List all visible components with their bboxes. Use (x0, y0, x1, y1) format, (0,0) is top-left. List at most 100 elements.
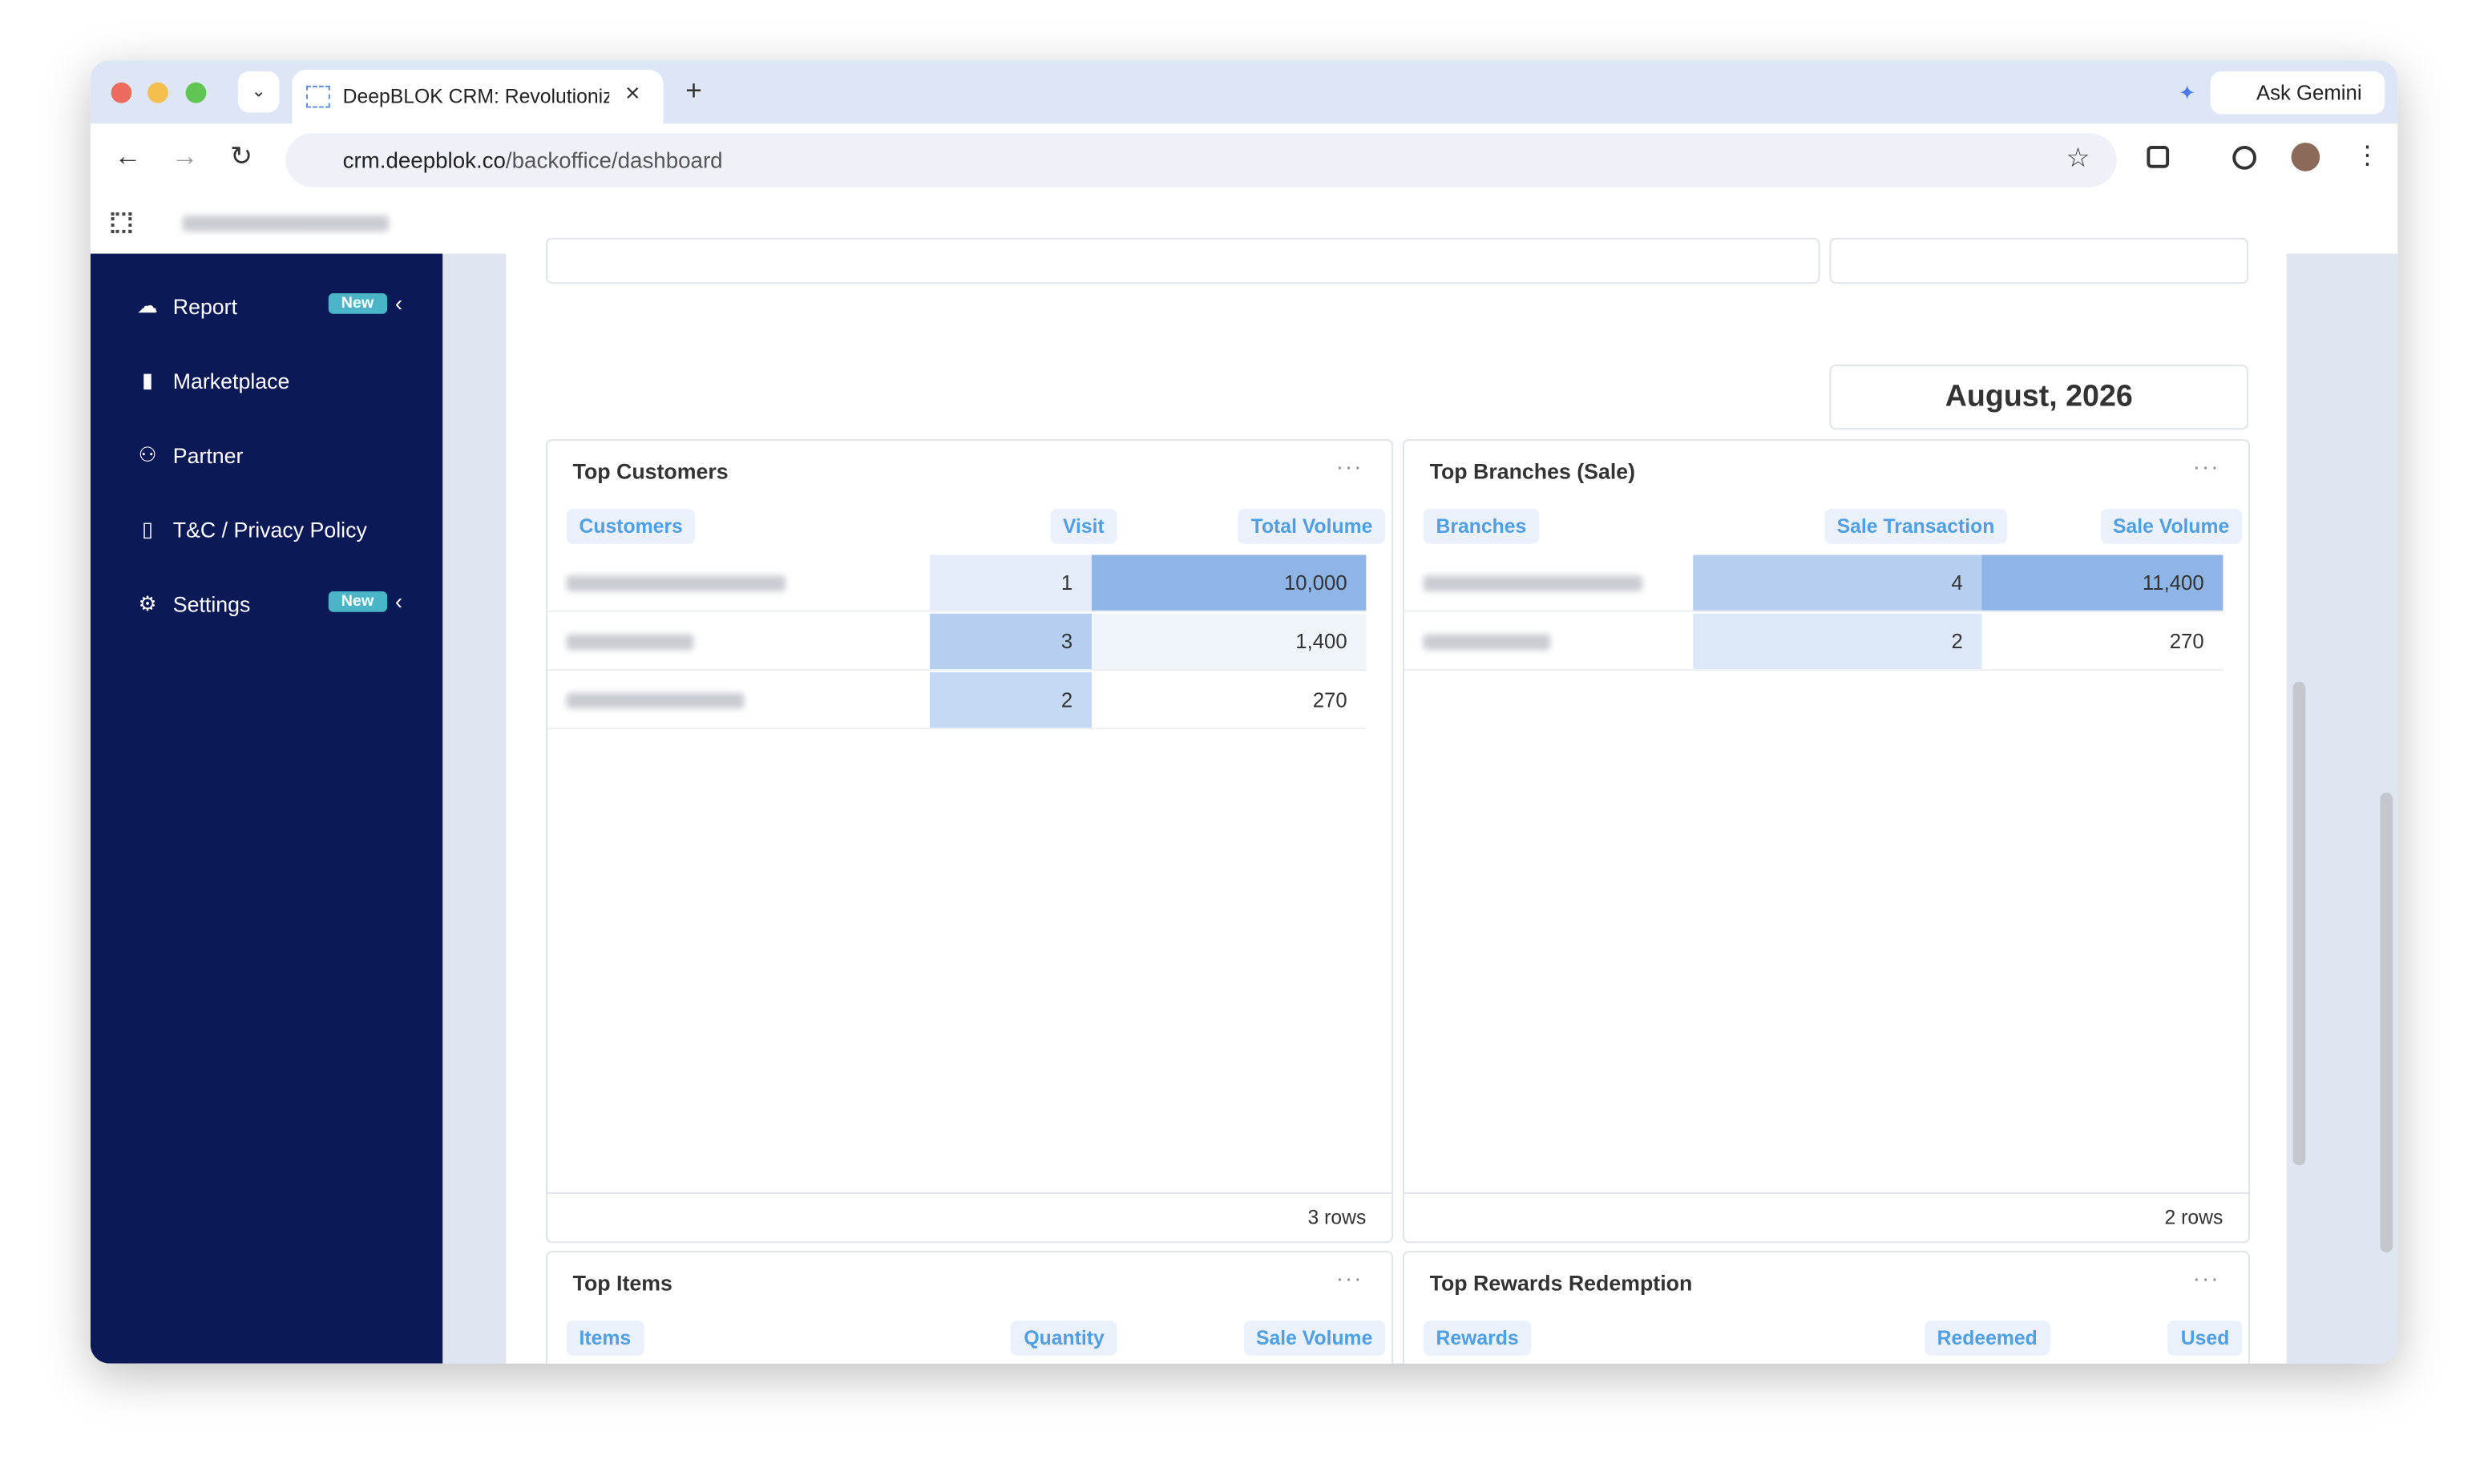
cell (547, 614, 931, 671)
cell: 2 (930, 671, 1092, 730)
menu[interactable]: ⋮ (2354, 143, 2381, 170)
column-header[interactable]: Branches (1423, 509, 1540, 544)
maximize-window[interactable] (185, 82, 207, 103)
badge: New (328, 293, 387, 314)
cell: 4 (1693, 554, 1982, 612)
cell: 270 (1091, 671, 1367, 730)
column-header[interactable]: Visit (1050, 509, 1117, 544)
chevron: ‹ (394, 290, 403, 316)
performance[interactable] (2232, 146, 2256, 170)
extensions[interactable] (2147, 146, 2170, 168)
toolbar: ← → ↻ crm.deepblok.co/backoffice/dashboa… (90, 123, 2398, 194)
gemini-icon: ✦ (2178, 80, 2196, 105)
profile[interactable] (2291, 143, 2320, 171)
active-tab[interactable]: DeepBLOK CRM: Revolutioniz × (292, 70, 664, 124)
tab-search[interactable]: ⌄ (237, 71, 280, 113)
sidebar-icon: ▮ (142, 368, 154, 392)
cell (1404, 555, 1694, 612)
sidebar-icon: ⚙ (138, 591, 157, 615)
blurred-name (566, 575, 786, 592)
new-tab[interactable]: + (685, 74, 703, 107)
column-header[interactable]: Sale Transaction (1824, 509, 2008, 544)
cell: 3 (930, 613, 1092, 671)
url-host: crm.deepblok.co (342, 147, 506, 173)
sidebar-item[interactable]: ▯ T&C / Privacy Policy (135, 514, 420, 546)
column-header[interactable]: Rewards (1423, 1321, 1532, 1356)
sidebar-item[interactable]: ▮ Marketplace (135, 365, 420, 397)
sidebar-icon: ☁ (137, 293, 158, 317)
close-window[interactable] (111, 82, 132, 103)
card-title: Top Customers (572, 459, 729, 484)
tab-title: DeepBLOK CRM: Revolutioniz (342, 85, 610, 108)
sidebar-icon: ⚇ (138, 442, 157, 466)
column-header[interactable]: Quantity (1011, 1321, 1117, 1356)
sidebar-item[interactable]: ⚇ Partner (135, 439, 420, 471)
card-menu[interactable]: ··· (1335, 453, 1363, 479)
row-count: 2 rows (1404, 1192, 2249, 1241)
sidebar-label: Partner (172, 443, 244, 467)
column-header[interactable]: Total Volume (1238, 509, 1386, 544)
bookmark-star[interactable]: ☆ (2066, 143, 2090, 173)
url-path: /backoffice/dashboard (505, 147, 723, 173)
cell: 11,400 (1981, 554, 2223, 612)
column-header[interactable]: Redeemed (1924, 1321, 2050, 1356)
card-menu[interactable]: ··· (2192, 453, 2220, 479)
sidebar-label: Marketplace (172, 369, 290, 393)
card: Top Items ··· Items Quantity Sale Volume (545, 1251, 1394, 1364)
card-title: Top Branches (Sale) (1429, 459, 1636, 484)
card: Top Branches (Sale) ··· Branches Sale Trans… (1402, 439, 2251, 1244)
card-title: Top Rewards Redemption (1429, 1271, 1693, 1296)
forward[interactable]: → (171, 141, 199, 171)
reload[interactable]: ↻ (230, 141, 253, 171)
tab-bar: ⌄ DeepBLOK CRM: Revolutioniz × + ✦ Ask Ge… (90, 60, 2398, 124)
back[interactable]: ← (114, 141, 142, 171)
blurred-name (1423, 634, 1551, 651)
card-title: Top Items (572, 1271, 672, 1296)
dashboard-panel: August, 2026 Top Customers ··· Customers Vi… (506, 237, 2287, 1364)
sidebar-label: Settings (172, 592, 251, 616)
card-menu[interactable]: ··· (2192, 1264, 2220, 1291)
gemini-button[interactable]: ✦ Ask Gemini (2179, 71, 2385, 115)
sidebar: ☁ Report New ‹ ▮ Marketplace ⚇ Partner ▯ T&C / Pr… (90, 253, 443, 1364)
column-header[interactable]: Used (2167, 1321, 2243, 1356)
date-filter[interactable]: August, 2026 (1829, 365, 2249, 430)
cell: 2 (1693, 613, 1982, 671)
sidebar-item[interactable]: ⚙ Settings New ‹ (135, 588, 420, 620)
scrollbar[interactable] (2292, 681, 2306, 1166)
cell (1404, 614, 1694, 671)
card: Top Rewards Redemption ··· Rewards Redeemed… (1402, 1251, 2251, 1364)
column-header[interactable]: Sale Volume (1243, 1321, 1386, 1356)
sidebar-label: T&C / Privacy Policy (172, 518, 367, 542)
column-header[interactable]: Items (566, 1321, 644, 1356)
browser-window: ⌄ DeepBLOK CRM: Revolutioniz × + ✦ Ask Ge… (90, 60, 2398, 1364)
blurred-name (1423, 575, 1642, 592)
column-header[interactable]: Sale Volume (2100, 509, 2243, 544)
cell: 1,400 (1091, 613, 1367, 671)
cell: 1 (930, 554, 1092, 612)
chevron: ‹ (394, 588, 403, 614)
main: August, 2026 Top Customers ··· Customers Vi… (442, 237, 2398, 1364)
card-menu[interactable]: ··· (1335, 1264, 1363, 1291)
minimize-window[interactable] (147, 82, 168, 103)
sidebar-icon: ▯ (142, 517, 154, 541)
blurred-name (566, 692, 745, 709)
card (545, 237, 1820, 284)
row-count: 3 rows (547, 1192, 1392, 1241)
blurred-name (566, 634, 694, 651)
scrollbar[interactable] (2380, 792, 2393, 1253)
cell: 10,000 (1091, 554, 1367, 612)
column-header[interactable]: Customers (566, 509, 696, 544)
url: crm.deepblok.co/backoffice/dashboard (343, 147, 723, 173)
cell: 270 (1981, 613, 2223, 671)
cell (547, 672, 931, 730)
tab-close[interactable]: × (624, 80, 640, 108)
favicon (306, 85, 330, 108)
card (1829, 237, 2249, 284)
address-bar[interactable]: crm.deepblok.co/backoffice/dashboard ☆ (285, 133, 2117, 188)
bookmark[interactable] (182, 216, 390, 232)
sidebar-item[interactable]: ☁ Report New ‹ (135, 290, 420, 322)
apps[interactable] (111, 212, 132, 233)
gemini-label: Ask Gemini (2256, 80, 2362, 105)
